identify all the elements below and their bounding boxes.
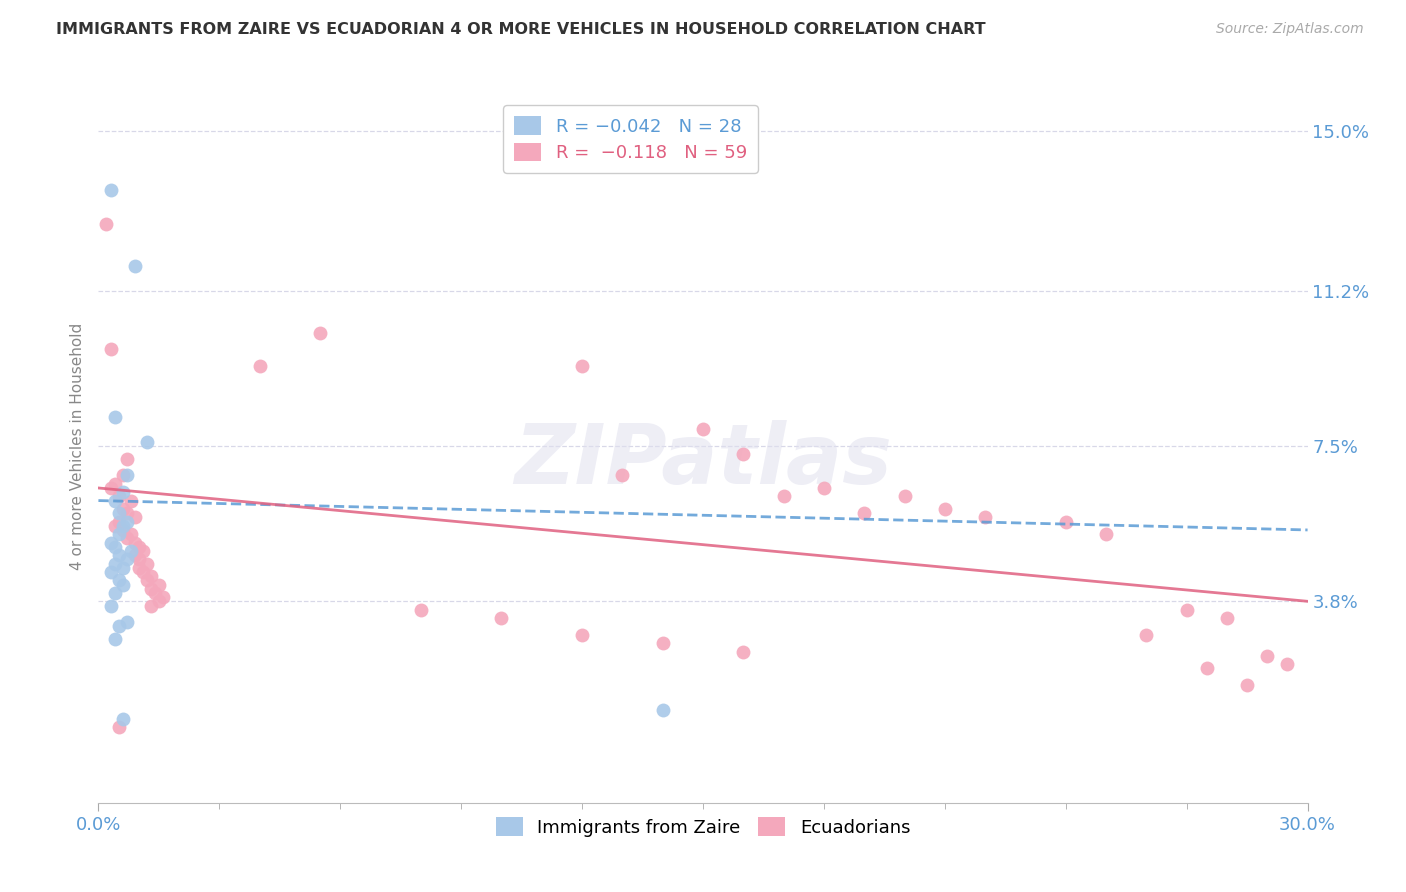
Point <box>103 518 125 533</box>
Point <box>103 557 125 571</box>
Point <box>124 535 146 549</box>
Text: IMMIGRANTS FROM ZAIRE VS ECUADORIAN 4 OR MORE VEHICLES IN HOUSEHOLD CORRELATION : IMMIGRANTS FROM ZAIRE VS ECUADORIAN 4 OR… <box>56 22 986 37</box>
Point <box>124 259 146 273</box>
Point <box>111 523 134 537</box>
Point <box>128 560 150 574</box>
Point <box>571 628 593 642</box>
Point <box>107 720 129 734</box>
Point <box>103 632 125 646</box>
Point <box>120 544 142 558</box>
Point <box>111 485 134 500</box>
Point <box>249 359 271 374</box>
Point <box>1256 648 1278 663</box>
Point <box>96 217 118 231</box>
Point <box>853 506 876 520</box>
Legend: Immigrants from Zaire, Ecuadorians: Immigrants from Zaire, Ecuadorians <box>488 810 918 844</box>
Point <box>692 422 714 436</box>
Point <box>135 557 157 571</box>
Point <box>651 703 673 717</box>
Point <box>111 468 134 483</box>
Point <box>103 476 125 491</box>
Point <box>1175 603 1198 617</box>
Point <box>100 481 122 495</box>
Point <box>934 502 956 516</box>
Point <box>139 582 162 596</box>
Point <box>309 326 332 340</box>
Point <box>148 594 170 608</box>
Point <box>111 502 134 516</box>
Point <box>111 712 134 726</box>
Point <box>124 548 146 562</box>
Point <box>107 574 129 588</box>
Point <box>1216 611 1239 625</box>
Point <box>120 527 142 541</box>
Point <box>103 540 125 554</box>
Point <box>409 603 432 617</box>
Point <box>107 515 129 529</box>
Point <box>115 552 138 566</box>
Point <box>612 468 634 483</box>
Point <box>111 518 134 533</box>
Point <box>139 599 162 613</box>
Point <box>115 506 138 520</box>
Point <box>115 468 138 483</box>
Point <box>813 481 835 495</box>
Point <box>115 515 138 529</box>
Point <box>139 569 162 583</box>
Point <box>143 586 166 600</box>
Point <box>107 489 129 503</box>
Point <box>103 409 125 424</box>
Y-axis label: 4 or more Vehicles in Household: 4 or more Vehicles in Household <box>69 322 84 570</box>
Point <box>772 489 794 503</box>
Point <box>128 552 150 566</box>
Point <box>100 343 122 357</box>
Point <box>651 636 673 650</box>
Point <box>571 359 593 374</box>
Point <box>115 532 138 546</box>
Point <box>135 574 157 588</box>
Point <box>974 510 997 524</box>
Point <box>733 645 755 659</box>
Point <box>1236 678 1258 692</box>
Point <box>124 510 146 524</box>
Point <box>1135 628 1157 642</box>
Point <box>100 183 122 197</box>
Point <box>128 540 150 554</box>
Point <box>120 493 142 508</box>
Point <box>115 615 138 630</box>
Point <box>111 577 134 591</box>
Point <box>1095 527 1118 541</box>
Point <box>152 590 174 604</box>
Point <box>132 544 155 558</box>
Point <box>111 560 134 574</box>
Point <box>103 493 125 508</box>
Point <box>132 565 155 579</box>
Point <box>1195 661 1218 675</box>
Point <box>148 577 170 591</box>
Point <box>100 599 122 613</box>
Point <box>100 535 122 549</box>
Text: ZIPatlas: ZIPatlas <box>515 420 891 500</box>
Point <box>491 611 513 625</box>
Point <box>100 565 122 579</box>
Point <box>103 586 125 600</box>
Point <box>107 527 129 541</box>
Point <box>135 434 157 449</box>
Point <box>115 451 138 466</box>
Point <box>733 447 755 461</box>
Point <box>107 506 129 520</box>
Point <box>1277 657 1299 672</box>
Point <box>107 548 129 562</box>
Text: Source: ZipAtlas.com: Source: ZipAtlas.com <box>1216 22 1364 37</box>
Point <box>1054 515 1077 529</box>
Point <box>107 619 129 633</box>
Point <box>893 489 915 503</box>
